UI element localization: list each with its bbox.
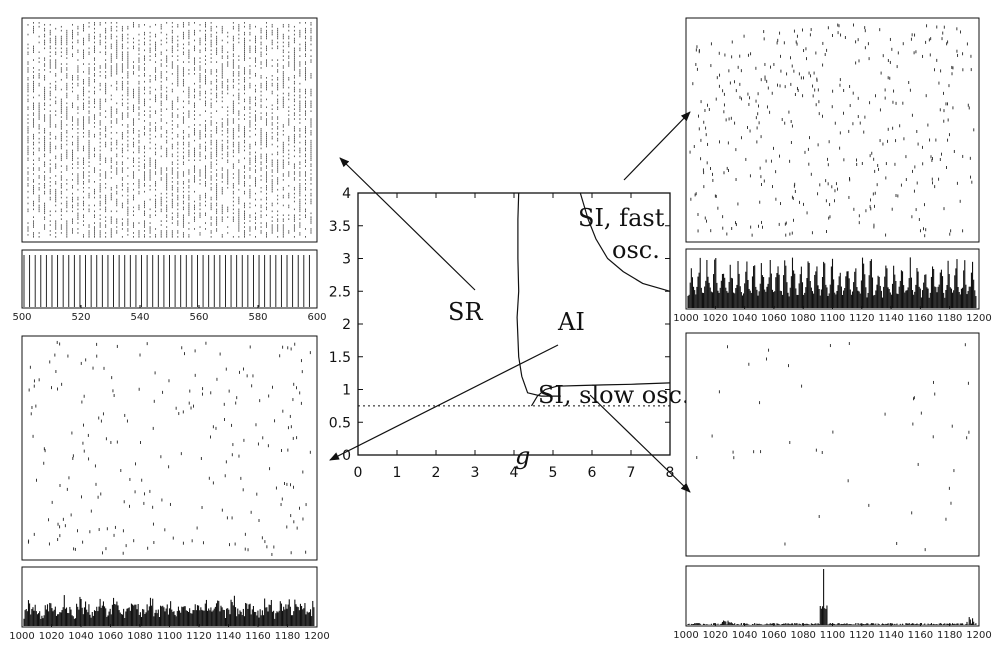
- y-tick-label: 1.5: [329, 350, 351, 366]
- label-osc: osc.: [612, 236, 660, 264]
- tick-label: 1080: [127, 631, 152, 642]
- tick-label: 1200: [966, 630, 991, 641]
- tick-label: 1080: [790, 630, 815, 641]
- tick-label: 1200: [304, 631, 329, 642]
- raster-bottom-right: [685, 332, 980, 557]
- x-axis-label: g: [515, 442, 530, 470]
- tick-label: 1140: [878, 630, 903, 641]
- label-si-slow: SI, slow osc.: [538, 381, 690, 409]
- y-tick-label: 0.5: [329, 415, 351, 431]
- label-si-fast: SI, fast: [578, 204, 665, 232]
- tick-label: 1120: [849, 630, 874, 641]
- x-tick-label: 3: [471, 465, 480, 481]
- label-sr: SR: [448, 298, 483, 326]
- x-tick-label: 0: [354, 465, 363, 481]
- tick-label: 1040: [732, 313, 757, 324]
- rate-top-left: 500 520 540 560 580 600: [12, 249, 327, 323]
- tick-label: 1020: [703, 630, 728, 641]
- raster-top-left: [21, 17, 318, 243]
- tick-label: 580: [248, 312, 267, 323]
- rate-top-right: 1000 1020 1040 1060 1080 1100 1120 1140 1160 1180…: [673, 248, 992, 324]
- x-tick-label: 6: [588, 465, 597, 481]
- tick-label: 1060: [761, 313, 786, 324]
- tick-label: 1020: [39, 631, 64, 642]
- tick-label: 1100: [157, 631, 182, 642]
- raster-top-right: [685, 17, 980, 243]
- tick-label: 1160: [908, 313, 933, 324]
- raster-bottom-left: [21, 335, 318, 561]
- tick-label: 1120: [186, 631, 211, 642]
- y-tick-label: 2: [342, 317, 351, 333]
- tick-label: 1160: [245, 631, 270, 642]
- phase-boundaries: [358, 192, 671, 407]
- tick-label: 1120: [849, 313, 874, 324]
- tick-label: 1160: [908, 630, 933, 641]
- phase-diagram-ticks: 0 1 2 3 4 5 6 7 800.511.522.533.54: [329, 186, 675, 481]
- tick-label: 1100: [820, 630, 845, 641]
- tick-label: 1000: [9, 631, 34, 642]
- x-tick-label: 7: [627, 465, 636, 481]
- x-tick-label: 5: [549, 465, 558, 481]
- tick-label: 600: [307, 312, 326, 323]
- rate-bottom-right: 1000 1020 1040 1060 1080 1100 1120 1140 1160 1180…: [673, 565, 992, 641]
- y-tick-label: 3: [342, 252, 351, 268]
- x-tick-label: 1: [393, 465, 402, 481]
- tick-label: 1000: [673, 630, 698, 641]
- x-tick-label: 2: [432, 465, 441, 481]
- phase-diagram-frame: [357, 192, 671, 456]
- phase-diagram: 0 1 2 3 4 5 6 7 800.511.522.533.54 SR AI SI, fas…: [329, 186, 690, 481]
- tick-label: 500: [12, 312, 31, 323]
- tick-label: 1020: [703, 313, 728, 324]
- tick-label: 1200: [966, 313, 991, 324]
- tick-label: 1180: [937, 630, 962, 641]
- tick-label: 1040: [732, 630, 757, 641]
- tick-label: 540: [130, 312, 149, 323]
- label-ai: AI: [557, 308, 585, 336]
- arrow-si-fast: [623, 111, 691, 181]
- phase-boundary-1: [530, 382, 671, 407]
- y-tick-label: 0: [342, 448, 351, 464]
- tick-label: 1180: [937, 313, 962, 324]
- y-tick-label: 2.5: [329, 284, 351, 300]
- rate-bottom-left-ticks: 1000 1020 1040 1060 1080 1100 1120 1140 1160 1180…: [9, 624, 330, 642]
- arrow-ai: [329, 344, 559, 461]
- x-tick-label: 4: [510, 465, 519, 481]
- tick-label: 1060: [98, 631, 123, 642]
- tick-label: 1180: [275, 631, 300, 642]
- arrow-sr: [339, 157, 476, 291]
- y-tick-label: 3.5: [329, 219, 351, 235]
- arrow-si-slow: [589, 394, 691, 493]
- arrows: [329, 111, 691, 493]
- y-tick-label: 4: [342, 186, 351, 202]
- rate-top-right-ticks: 1000 1020 1040 1060 1080 1100 1120 1140 1160 1180…: [673, 306, 992, 324]
- tick-label: 1100: [820, 313, 845, 324]
- phase-boundary-2: [579, 192, 671, 292]
- y-tick-label: 1: [342, 383, 351, 399]
- rate-top-left-ticks: 500 520 540 560 580 600: [12, 305, 327, 323]
- tick-label: 560: [189, 312, 208, 323]
- phase-boundary-0: [516, 192, 561, 397]
- tick-label: 1000: [673, 313, 698, 324]
- rate-bottom-right-ticks: 1000 1020 1040 1060 1080 1100 1120 1140 1160 1180…: [673, 623, 992, 641]
- tick-label: 1080: [790, 313, 815, 324]
- tick-label: 520: [71, 312, 90, 323]
- tick-label: 1140: [216, 631, 241, 642]
- tick-label: 1060: [761, 630, 786, 641]
- tick-label: 1040: [68, 631, 93, 642]
- rate-bottom-left: 1000 1020 1040 1060 1080 1100 1120 1140 1160 1180…: [9, 566, 330, 642]
- tick-label: 1140: [878, 313, 903, 324]
